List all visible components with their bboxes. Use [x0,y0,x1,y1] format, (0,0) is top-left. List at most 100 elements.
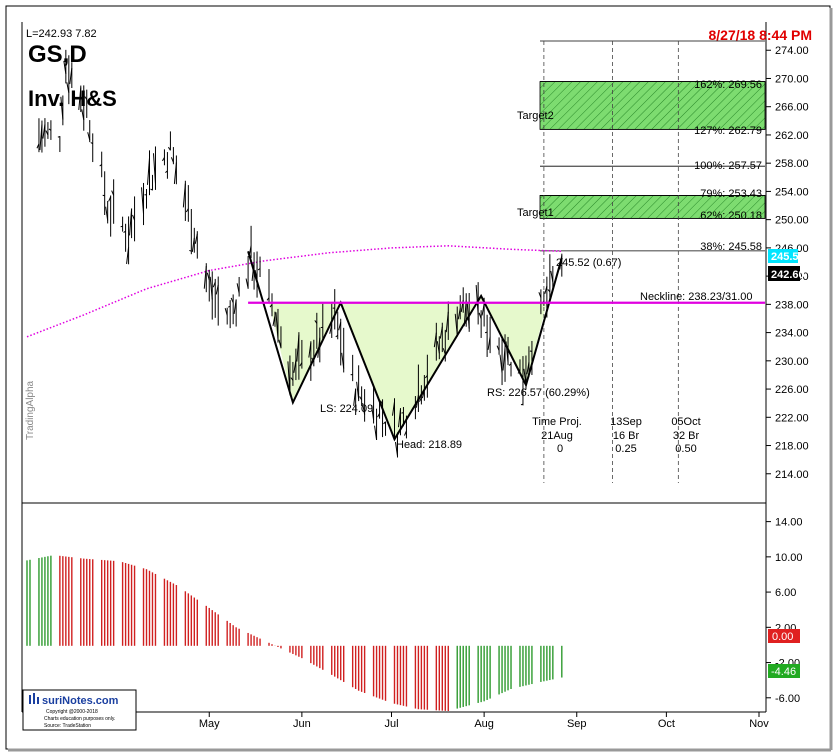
month-tick-label: Jul [384,718,398,730]
price-tick-label: 258.00 [775,158,809,170]
fib-127-label: 127%: 262.79 [694,125,762,137]
last-price-box [768,266,800,281]
logo-text: suriNotes.com [42,695,119,707]
neckline-label: Neckline: 238.23/31.00 [640,291,753,303]
price-bar-open [69,68,73,85]
price-bar-open [146,157,150,185]
price-readout: L=242.93 7.82 [26,28,97,40]
price-bar-open [165,170,168,173]
osc-zero-box [768,629,800,643]
price-bar-open [278,339,282,348]
fib-62-label: 62%: 250.18 [700,210,762,222]
price-bar-open [227,305,231,308]
price-bar-open [206,272,210,281]
price-tick-label: 230.00 [775,356,809,368]
price-bar-open [391,401,395,416]
price-bar-open [475,285,479,315]
tp-col1-mid: 21Aug [541,430,573,442]
price-bar-open [550,270,554,283]
price-bar-open [329,324,333,334]
pattern-fill-layer [269,295,547,440]
logo-box [22,689,137,731]
target-zones [539,81,766,219]
price-bar-open [150,188,153,191]
price-tick-label: 222.00 [775,412,809,424]
price-bar-open [290,377,294,381]
price-bar-open [299,362,303,367]
price-bar-open [436,341,440,354]
price-bar-open [132,214,136,221]
price-bar-open [99,164,102,167]
price-bar-open [487,336,491,350]
price-bar-open [203,266,207,289]
moving-average-line [26,245,562,338]
price-bar-open [296,334,300,362]
price-bar-open [275,312,279,340]
price-bar-open [45,130,49,136]
month-tick-label: May [199,718,220,730]
oscillator-bars [26,555,563,711]
price-bar-open [182,183,186,208]
tp-col2-top: 13Sep [610,416,642,428]
price-bar-open [212,282,216,288]
price-bar-open [353,389,357,406]
price-bar-open [496,345,500,351]
price-bar-open [308,342,312,358]
price-bar-open [162,157,165,162]
price-bar-open [481,303,485,316]
price-bar-open [90,142,93,144]
price-tick-label: 214.00 [775,469,809,481]
price-bar-open [233,299,237,314]
price-bar-open [442,348,446,355]
price-bar-open [189,249,192,252]
price-bar-open [508,363,512,366]
price-bar-open [194,233,198,244]
tp-col3-bottom: 0.50 [675,443,696,455]
price-bar-open [185,208,189,213]
osc-tick-label: -6.00 [775,693,800,705]
ma-value-text: 245.52 [771,251,805,263]
price-bar-open [173,162,177,185]
price-bar-open [359,396,363,401]
price-bar-open [269,304,273,308]
price-bar-open [424,375,428,379]
osc-min-text: -4.46 [771,666,796,678]
moving-average-layer [26,245,562,338]
price-bar-open [544,285,548,294]
month-tick-label: Oct [658,718,675,730]
price-bar-open [383,421,386,425]
fib-levels [540,40,765,252]
head-label: Head: 218.89 [396,439,462,451]
fib-38-label: 38%: 245.58 [700,241,762,253]
price-bar-open [108,196,112,202]
price-bar-open [215,284,219,295]
price-bar-open [547,289,551,293]
ls-label: LS: 224.09 [320,403,373,415]
price-bar-open [245,278,249,289]
price-bar-open [499,354,503,374]
price-bar-open [36,143,40,149]
price-tick-label: 254.00 [775,186,809,198]
price-bar-open [123,230,126,233]
vertical-watermark: TradingAlpha [25,380,36,440]
price-bar-open [371,405,375,421]
peak-label: 245.52 (0.67) [556,257,621,269]
price-bar-open [230,297,234,303]
price-bar-open [335,334,339,338]
target1-label: Target1 [517,207,554,219]
ma-value-box [768,249,798,263]
price-tick-label: 250.00 [775,215,809,227]
price-bar-open [129,208,133,236]
price-bar-open [167,146,171,151]
price-bar-open [266,297,270,301]
price-bar-open [120,225,123,228]
price-bar-open [87,132,91,141]
price-tick-label: 270.00 [775,73,809,85]
price-tick-label: 218.00 [775,441,809,453]
price-bar-open [380,400,383,405]
price-bar-open [236,283,240,294]
tp-col3-mid: 32 Br [673,430,700,442]
price-tick-label: 226.00 [775,384,809,396]
price-bar-open [526,361,530,375]
